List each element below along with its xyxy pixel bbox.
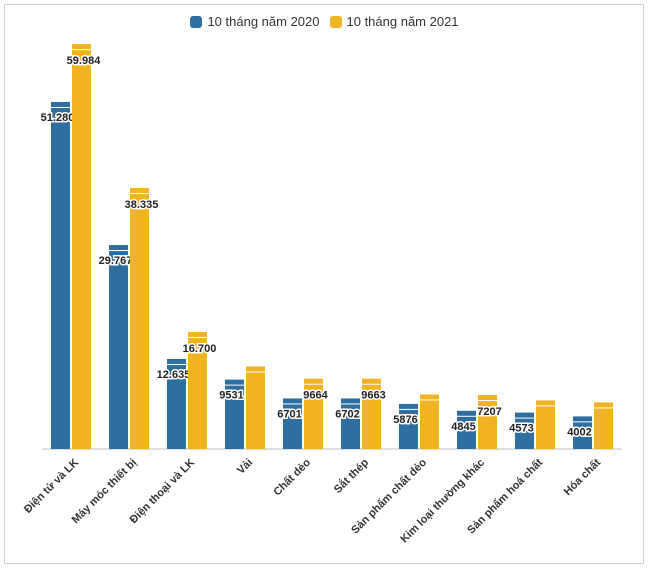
bar-body <box>283 404 302 449</box>
data-label: 9663 <box>361 390 385 402</box>
bar-1-8[interactable] <box>536 400 555 449</box>
bar-0-4[interactable] <box>283 398 302 449</box>
bar-body <box>341 404 360 449</box>
category-tick-label: Vải <box>235 457 255 477</box>
bar-1-7[interactable] <box>478 395 497 449</box>
data-label: 12.635 <box>157 369 191 381</box>
data-label: 4845 <box>451 421 475 433</box>
data-label: 4002 <box>567 426 591 438</box>
bar-cap <box>420 394 439 400</box>
bar-1-5[interactable] <box>362 378 381 449</box>
data-label: 4573 <box>509 423 533 435</box>
bar-cap <box>536 400 555 406</box>
legend-label-2020: 10 tháng năm 2020 <box>207 14 320 29</box>
data-label: 38.335 <box>125 199 159 211</box>
data-label: 9664 <box>303 390 328 402</box>
bar-body <box>362 384 381 449</box>
bar-body <box>188 337 207 449</box>
bar-cap <box>304 378 323 384</box>
bar-body <box>51 107 70 449</box>
bar-body <box>225 385 244 449</box>
bar-body <box>536 406 555 449</box>
bar-1-4[interactable] <box>304 378 323 449</box>
bar-0-2[interactable] <box>167 358 186 449</box>
data-label: 6701 <box>277 408 301 420</box>
bar-body <box>478 401 497 449</box>
bar-body <box>420 400 439 449</box>
bar-body <box>594 408 613 449</box>
bar-body <box>573 422 592 449</box>
legend-item-2021[interactable]: 10 tháng năm 2021 <box>329 14 459 29</box>
bar-body <box>457 416 476 449</box>
data-label: 29.767 <box>99 255 133 267</box>
bar-body <box>72 50 91 450</box>
category-tick-label: Hóa chất <box>562 456 604 498</box>
category-tick-label: Chất dẻo <box>271 456 313 498</box>
bar-body <box>167 364 186 449</box>
bar-cap <box>399 403 418 409</box>
category-tick-label: Điện tử và LK <box>22 457 81 516</box>
bar-0-8[interactable] <box>515 412 534 449</box>
bar-0-1[interactable] <box>109 245 128 449</box>
category-tick-label: Sắt thép <box>331 456 371 496</box>
bar-0-0[interactable] <box>51 101 70 449</box>
bar-body <box>399 409 418 449</box>
bar-cap <box>457 410 476 416</box>
bar-1-6[interactable] <box>420 394 439 449</box>
bar-cap <box>167 358 186 364</box>
bar-cap <box>341 398 360 404</box>
bar-0-6[interactable] <box>399 403 418 449</box>
bar-0-3[interactable] <box>225 379 244 449</box>
legend-swatch-2020 <box>190 15 203 28</box>
bar-cap <box>188 331 207 337</box>
bar-1-0[interactable] <box>72 44 91 450</box>
bar-cap <box>225 379 244 385</box>
chart-legend: 10 tháng năm 2020 10 tháng năm 2021 <box>0 14 649 29</box>
bar-1-1[interactable] <box>130 188 149 449</box>
bar-body <box>109 251 128 449</box>
category-tick-label: Điện thoại và LK <box>128 457 197 526</box>
bar-body <box>304 384 323 449</box>
bar-body <box>515 418 534 449</box>
bar-0-9[interactable] <box>573 416 592 449</box>
bar-body <box>130 194 149 449</box>
bar-cap <box>362 378 381 384</box>
bar-cap <box>130 188 149 194</box>
bar-body <box>246 372 265 449</box>
bar-cap <box>109 245 128 251</box>
bar-1-3[interactable] <box>246 366 265 449</box>
bar-1-9[interactable] <box>594 402 613 449</box>
legend-swatch-2021 <box>329 15 342 28</box>
legend-item-2020[interactable]: 10 tháng năm 2020 <box>190 14 320 29</box>
bar-0-7[interactable] <box>457 410 476 449</box>
data-label: 59.984 <box>67 55 102 67</box>
bar-cap <box>283 398 302 404</box>
bar-cap <box>478 395 497 401</box>
bar-1-2[interactable] <box>188 331 207 449</box>
data-label: 51.280 <box>41 112 75 124</box>
data-label: 7207 <box>477 406 501 418</box>
bar-cap <box>246 366 265 372</box>
data-label: 9531 <box>219 390 243 402</box>
bar-cap <box>515 412 534 418</box>
bar-cap <box>51 101 70 107</box>
data-label: 6702 <box>335 408 359 420</box>
bar-cap <box>573 416 592 422</box>
data-label: 5876 <box>393 414 417 426</box>
bar-0-5[interactable] <box>341 398 360 449</box>
data-label: 16.700 <box>183 343 217 355</box>
bar-cap <box>594 402 613 408</box>
bar-cap <box>72 44 91 50</box>
legend-label-2021: 10 tháng năm 2021 <box>346 14 459 29</box>
